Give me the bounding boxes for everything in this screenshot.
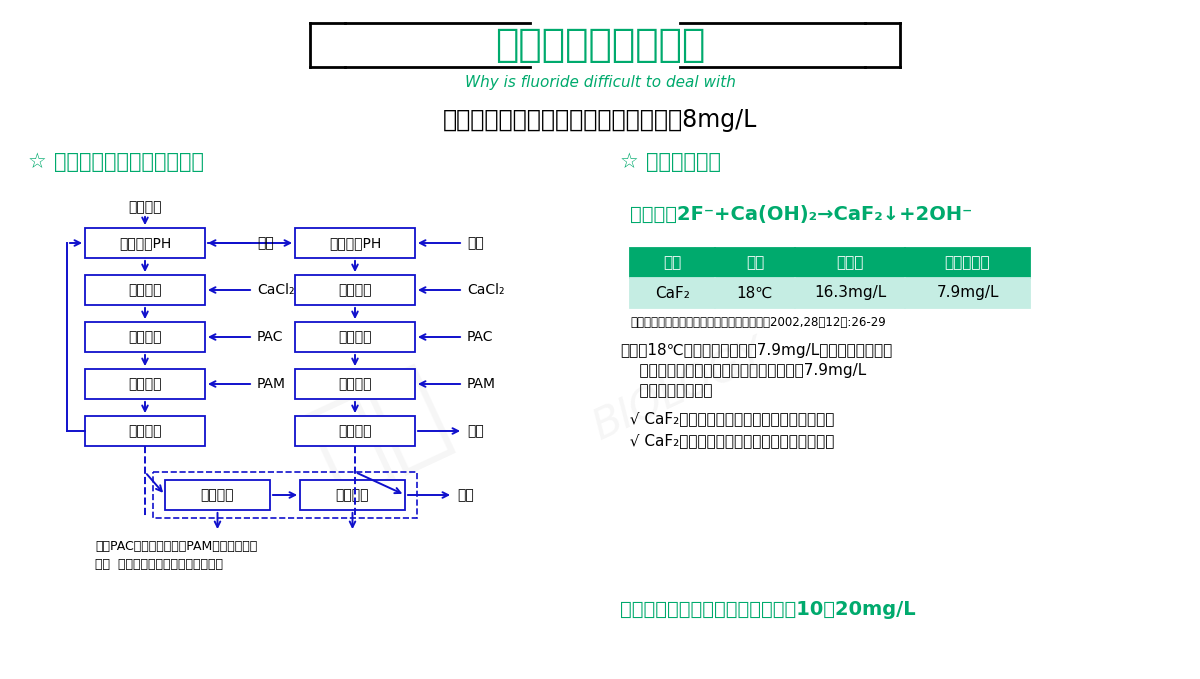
Bar [630, 248, 715, 278]
Text: PAM: PAM [467, 377, 496, 391]
Text: 16.3mg/L: 16.3mg/L [814, 285, 886, 301]
Text: 实际情况：钙盐沉淀法只能处理到10～20mg/L: 实际情况：钙盐沉淀法只能处理到10～20mg/L [620, 600, 916, 619]
Bar [630, 278, 715, 308]
Text: √ CaF₂沉淀包裹住石灰，导致石灰用量加大；: √ CaF₂沉淀包裹住石灰，导致石灰用量加大； [620, 411, 834, 426]
Bar [295, 416, 415, 446]
Text: ☆ 传统方法：钙盐二级沉淀法: ☆ 传统方法：钙盐二级沉淀法 [28, 152, 204, 172]
Bar [154, 472, 418, 518]
Text: PAC: PAC [467, 330, 493, 344]
Text: 温度: 温度 [746, 255, 764, 270]
Text: Why is fluoride difficult to deal with: Why is fluoride difficult to deal with [464, 75, 736, 90]
Text: 二级沉淀: 二级沉淀 [338, 424, 372, 438]
Bar [796, 278, 905, 308]
Text: 石灰: 石灰 [257, 236, 274, 250]
Text: 参考文献：含氟水治理研究进展，给谁非水，2002,28（12）:26-29: 参考文献：含氟水治理研究进展，给谁非水，2002,28（12）:26-29 [630, 316, 886, 329]
Text: 对应氟浓度: 对应氟浓度 [944, 255, 990, 270]
Text: 7.9mg/L: 7.9mg/L [936, 285, 998, 301]
Text: CaCl₂: CaCl₂ [467, 283, 504, 297]
Bar [295, 228, 415, 258]
Text: 一级絮凝: 一级絮凝 [128, 377, 162, 391]
Text: 二级调节PH: 二级调节PH [329, 236, 382, 250]
Text: 注：PAC为聚合氧化铝；PAM为聚丙烯酰胺: 注：PAC为聚合氧化铝；PAM为聚丙烯酰胺 [95, 540, 257, 553]
Bar [300, 480, 406, 510]
Text: 一级混凝: 一级混凝 [128, 330, 162, 344]
Bar [295, 369, 415, 399]
Bar [905, 248, 1030, 278]
Text: 一级调节PH: 一级调节PH [119, 236, 172, 250]
Text: CaCl₂: CaCl₂ [257, 283, 294, 297]
Text: 方程式：2F⁻+Ca(OH)₂→CaF₂↓+2OH⁻: 方程式：2F⁻+Ca(OH)₂→CaF₂↓+2OH⁻ [630, 205, 972, 224]
Text: 于时溶解在水中。因此钙离子处理极限为7.9mg/L: 于时溶解在水中。因此钙离子处理极限为7.9mg/L [620, 363, 866, 378]
Bar [85, 416, 205, 446]
Text: 溶解度: 溶解度 [836, 255, 864, 270]
Text: 氟化钙沉淀的溶解度高，存在处理极限8mg/L: 氟化钙沉淀的溶解度高，存在处理极限8mg/L [443, 108, 757, 132]
Bar [715, 248, 796, 278]
Bar [295, 275, 415, 305]
Text: PAC: PAC [257, 330, 283, 344]
Text: 板框压滤: 板框压滤 [336, 488, 370, 502]
Text: 物质: 物质 [664, 255, 682, 270]
Text: 一级反应: 一级反应 [128, 283, 162, 297]
Text: 二级絮凝: 二级絮凝 [338, 377, 372, 391]
Bar [85, 228, 205, 258]
Text: √ CaF₂沉淀颗粒细小，影响沉降速度和效率。: √ CaF₂沉淀颗粒细小，影响沉降速度和效率。 [620, 433, 834, 448]
Text: 一级沉淀: 一级沉淀 [128, 424, 162, 438]
Bar [85, 275, 205, 305]
Text: 氟化物为什么难处理: 氟化物为什么难处理 [494, 26, 706, 64]
Bar [85, 369, 205, 399]
Text: BIOLOGY: BIOLOGY [587, 331, 773, 448]
Bar [85, 322, 205, 352]
Bar [166, 480, 270, 510]
Text: 石灰: 石灰 [467, 236, 484, 250]
Text: （理想条件下）。: （理想条件下）。 [620, 383, 713, 398]
Text: 污泥浓缩: 污泥浓缩 [200, 488, 234, 502]
Bar [796, 248, 905, 278]
Text: 二级反应: 二级反应 [338, 283, 372, 297]
Bar [905, 278, 1030, 308]
Text: 解读：18℃时，氟化物浓度＞7.9mg/L时会形成沉淀，低: 解读：18℃时，氟化物浓度＞7.9mg/L时会形成沉淀，低 [620, 343, 893, 358]
Bar [295, 322, 415, 352]
Text: PAM: PAM [257, 377, 286, 391]
Text: 环瑞: 环瑞 [298, 353, 463, 507]
Text: 18℃: 18℃ [737, 285, 773, 301]
Text: 图一  二级沉淀法除氟工艺流程示意图: 图一 二级沉淀法除氟工艺流程示意图 [95, 558, 223, 571]
Bar [715, 278, 796, 308]
Text: CaF₂: CaF₂ [655, 285, 690, 301]
Text: 出水: 出水 [467, 424, 484, 438]
Text: ☆ 反应机理分析: ☆ 反应机理分析 [620, 152, 721, 172]
Text: 泥饼: 泥饼 [457, 488, 474, 502]
Text: 二级混凝: 二级混凝 [338, 330, 372, 344]
Text: 含氟废水: 含氟废水 [128, 200, 162, 214]
